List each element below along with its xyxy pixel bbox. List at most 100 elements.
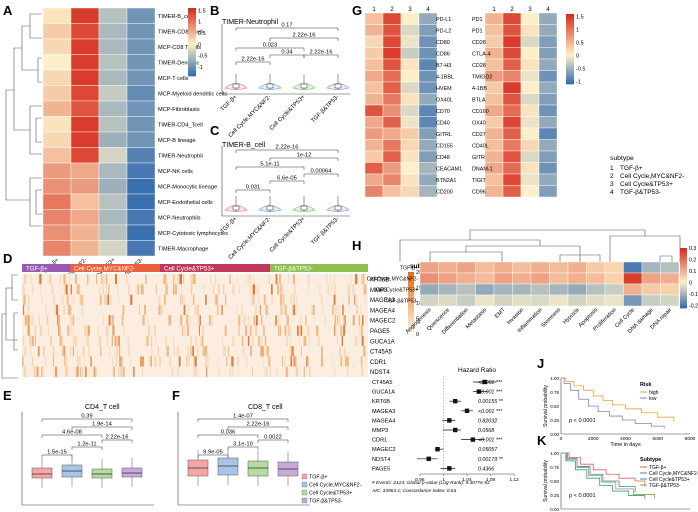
- panel-g-left-cell: [400, 139, 420, 152]
- panel-e-pvalue: 1.2e-11: [77, 442, 96, 448]
- panel-k-survival-curve: [561, 452, 646, 499]
- panel-g-left-cell: [382, 58, 402, 71]
- panel-h-cell: [604, 283, 624, 296]
- panel-g-right-cell: [538, 93, 558, 106]
- panel-d-stripe: [168, 315, 172, 326]
- panel-c-pvalue: 1e-12: [297, 153, 312, 159]
- panel-j-survival-curve: [561, 377, 665, 429]
- panel-e-pvalue: 1.9e-14: [92, 422, 112, 428]
- panel-h-cell: [586, 283, 606, 296]
- panel-i-pvalue: 0.0568: [478, 428, 494, 434]
- panel-d-stripe: [81, 304, 83, 316]
- panel-label-b: B: [210, 3, 219, 18]
- panel-d-stripe: [32, 356, 34, 367]
- panel-g-left-row-label: PD-L2: [436, 28, 451, 34]
- panel-d-legend-swatch: [408, 329, 414, 332]
- panel-d-subtype-label: Cell Cycle,MYC&NF2-: [74, 266, 135, 273]
- panel-d-stripe: [309, 366, 311, 377]
- panel-g-left-cell: [400, 173, 420, 186]
- panel-d-stripe: [334, 366, 336, 377]
- panel-d-stripe: [79, 294, 81, 305]
- panel-d-stripe: [254, 284, 256, 295]
- panel-d-stripe: [284, 366, 286, 377]
- panel-g-right-row-label: CD160: [472, 109, 489, 115]
- panel-d-stripe: [57, 315, 59, 326]
- panel-d-stripe: [128, 284, 131, 295]
- panel-g-right-cell: [520, 185, 540, 198]
- panel-e-box: [121, 467, 143, 478]
- panel-k-legend-label: Cell Cycle&TP53+: [649, 477, 690, 483]
- panel-d-stripe: [70, 315, 73, 326]
- panel-d-stripe: [159, 356, 162, 367]
- panel-a-cell: [98, 54, 128, 71]
- panel-j-pvalue: p < 0.0001: [569, 418, 596, 424]
- panel-g-legend-swatch: [566, 81, 574, 85]
- panel-d-stripe: [338, 304, 340, 316]
- panel-g-left-cell: [382, 35, 402, 48]
- panel-d-stripe: [201, 325, 205, 336]
- panel-d-gene-label: PAGE5: [370, 329, 390, 335]
- panel-d-stripe: [72, 346, 74, 357]
- panel-b-pvalue: 0.023: [263, 43, 278, 49]
- panel-d-stripe: [319, 284, 321, 295]
- panel-d-stripe: [145, 274, 147, 285]
- panel-g-right-row-label: CD27: [472, 132, 486, 138]
- panel-g-left-row-label: CD86: [436, 51, 450, 57]
- panel-f-legend-label: Cell Cycle,MYC&NF2-: [309, 483, 362, 489]
- panel-d-stripe: [24, 366, 27, 377]
- panel-g-left-cell: [364, 81, 384, 94]
- panel-g-left-cell: [400, 104, 420, 117]
- panel-f-pvalue: 2.22e-16: [247, 422, 270, 428]
- panel-d-stripe: [117, 366, 120, 377]
- panel-d-stripe: [193, 356, 195, 367]
- panel-d-stripe: [286, 335, 289, 347]
- panel-d-stripe: [231, 335, 234, 347]
- panel-f-legend-label: Cell Cycle&TP53+: [309, 491, 352, 497]
- panel-d-stripe: [307, 284, 309, 295]
- panel-d-stripe: [249, 284, 251, 295]
- panel-f-pvalue: 0.036: [221, 430, 236, 436]
- panel-g-left-cell: [418, 139, 438, 152]
- panel-d-stripe: [266, 366, 268, 377]
- panel-a-row-label: MCP-Endothelial cells: [158, 200, 213, 206]
- panel-d-stripe: [183, 325, 186, 336]
- panel-b-pvalue: 2.22e-16: [242, 57, 265, 63]
- panel-d-stripe: [297, 304, 299, 316]
- panel-g-right-cell: [520, 162, 540, 175]
- panel-j-x-tick: 8000: [685, 436, 696, 442]
- panel-d-stripe: [99, 335, 101, 347]
- panel-j-x-tick: 4000: [620, 436, 631, 442]
- panel-g-left-cell: [382, 104, 402, 117]
- panel-d-stripe: [250, 325, 252, 336]
- panel-h-row-label: Cell Cycle,MYC&NF2-: [367, 277, 419, 283]
- panel-a-cell: [70, 85, 100, 102]
- panel-g-left-row-label: B7-H3: [436, 63, 451, 69]
- panel-d-stripe: [214, 274, 217, 285]
- panel-f-boxplot: CD8_T cell 1.4e-07 2.22e-16 0.036 0.0022 3.1…: [177, 404, 362, 506]
- panel-f-bracket: [227, 426, 289, 430]
- panel-d-stripe: [264, 294, 266, 305]
- panel-d-stripe: [38, 346, 40, 357]
- panel-d-stripe: [163, 274, 166, 285]
- panel-g-subtype-number: 1: [610, 165, 614, 172]
- panel-d-stripe: [102, 284, 105, 295]
- panel-d-stripe: [179, 274, 183, 285]
- panel-d-stripe: [97, 325, 99, 336]
- panel-d-stripe: [301, 346, 302, 357]
- panel-d-stripe: [347, 366, 349, 377]
- panel-a-legend-swatch: [188, 62, 196, 66]
- panel-a-row-label: MCP-T cells: [158, 76, 189, 82]
- panel-d-stripe: [66, 366, 68, 377]
- panel-d-stripe: [116, 284, 119, 295]
- panel-g-right-cell: [502, 47, 522, 60]
- panel-g-right-cell: [538, 58, 558, 71]
- panel-a-cell: [126, 54, 156, 71]
- panel-a-row-label: TIMER-CD4_Tcell: [158, 122, 203, 128]
- panel-d-stripe: [145, 335, 148, 347]
- panel-d-stripe: [171, 366, 174, 377]
- panel-k-legend-label: TGF-β&TP53-: [649, 483, 681, 489]
- panel-g-left-cell: [400, 127, 420, 140]
- panel-d-stripe: [77, 356, 79, 367]
- panel-d-stripe: [224, 325, 227, 336]
- panel-b-violin: TIMER-Neutrophil 0.172.22e-160.0232.22e-…: [220, 19, 350, 139]
